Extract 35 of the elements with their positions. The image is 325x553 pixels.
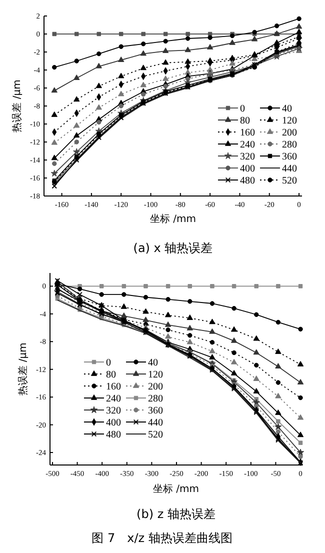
y-axis-title: 热误差 /μm xyxy=(17,342,29,396)
text: (b) z 轴热误差 xyxy=(136,507,216,521)
legend-label: 480 xyxy=(240,176,255,186)
legend-label: 360 xyxy=(148,406,163,416)
legend-label: 520 xyxy=(148,430,163,440)
legend-label: 440 xyxy=(148,418,163,428)
legend-label: 160 xyxy=(240,128,255,138)
legend-label: 440 xyxy=(282,164,297,174)
legend-label: 240 xyxy=(106,394,121,404)
legend-label: 160 xyxy=(106,382,121,392)
legend-label: 0 xyxy=(106,358,111,368)
legend-label: 120 xyxy=(148,370,163,380)
legend-label: 320 xyxy=(240,152,255,162)
legend-label: 360 xyxy=(282,152,297,162)
legend-label: 400 xyxy=(106,418,121,428)
legend-label: 200 xyxy=(148,382,163,392)
legend-label: 80 xyxy=(106,370,116,380)
legend-label: 80 xyxy=(240,116,250,126)
legend-label: 200 xyxy=(282,128,297,138)
legend-label: 320 xyxy=(106,406,121,416)
legend-label: 280 xyxy=(282,140,297,150)
x-axis-title: 坐标 /mm xyxy=(150,213,196,225)
legend-label: 120 xyxy=(282,116,297,126)
caption: 图 7 x/z 轴热误差曲线图 xyxy=(92,531,232,545)
text: (a) x 轴热误差 xyxy=(133,241,213,255)
legend-label: 40 xyxy=(148,358,158,368)
legend-label: 240 xyxy=(240,140,255,150)
legend-label: 480 xyxy=(106,430,121,440)
legend-label: 280 xyxy=(148,394,163,404)
legend-label: 400 xyxy=(240,164,255,174)
legend-label: 40 xyxy=(282,104,292,114)
legend-label: 0 xyxy=(240,104,245,114)
x-axis-title: 坐标 /mm xyxy=(152,483,200,495)
y-axis-title: 热误差 /μm xyxy=(11,80,23,132)
legend-label: 520 xyxy=(282,176,297,186)
